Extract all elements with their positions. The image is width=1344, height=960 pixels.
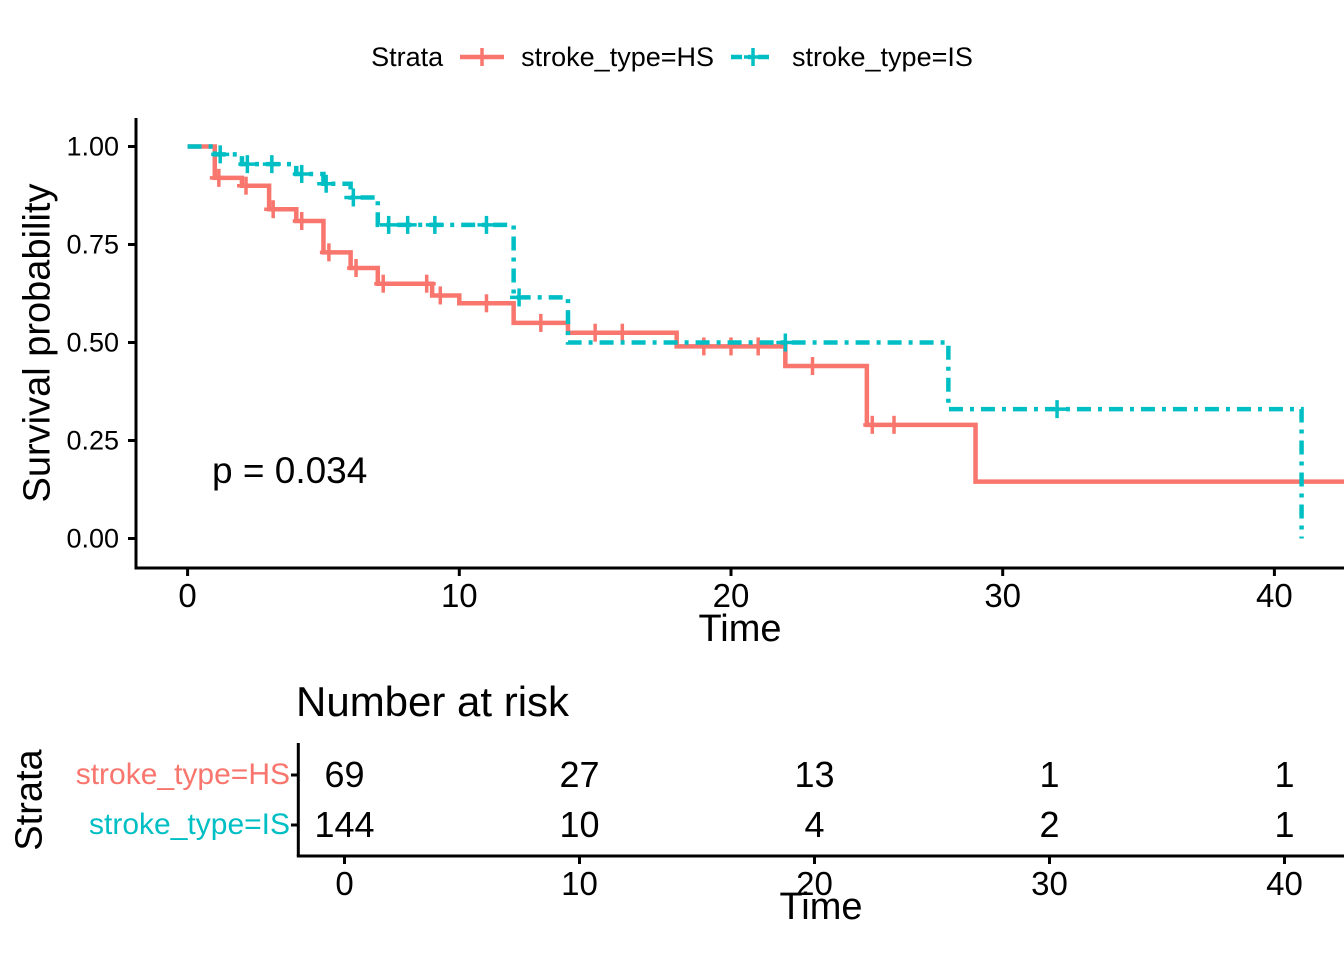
- svg-text:0.50: 0.50: [66, 328, 119, 358]
- svg-text:10: 10: [561, 865, 598, 902]
- svg-text:0.75: 0.75: [66, 230, 119, 260]
- svg-text:10: 10: [441, 577, 478, 614]
- svg-text:40: 40: [1256, 577, 1293, 614]
- legend-key-hs-icon: [460, 48, 505, 66]
- svg-text:69: 69: [324, 754, 364, 795]
- svg-text:0.00: 0.00: [66, 524, 119, 554]
- svg-text:0: 0: [178, 577, 196, 614]
- svg-text:1: 1: [1274, 804, 1294, 845]
- x-axis-title: Time: [698, 608, 782, 650]
- legend: Strata stroke_type=HS stroke_type=IS: [0, 40, 1344, 74]
- y-axis-title: Survival probability: [16, 183, 59, 503]
- svg-text:1: 1: [1039, 754, 1059, 795]
- svg-text:27: 27: [559, 754, 599, 795]
- legend-key-is-icon: [731, 48, 776, 66]
- risk-table-title: Number at risk: [296, 678, 570, 725]
- legend-label-is: stroke_type=IS: [792, 41, 973, 72]
- svg-text:0.25: 0.25: [66, 426, 119, 456]
- svg-text:13: 13: [794, 754, 834, 795]
- legend-label-hs: stroke_type=HS: [521, 41, 715, 72]
- risk-row-label-hs: stroke_type=HS: [75, 758, 290, 791]
- legend-title: Strata: [371, 41, 444, 72]
- svg-text:4: 4: [804, 804, 824, 845]
- svg-text:30: 30: [1031, 865, 1068, 902]
- svg-text:0: 0: [335, 865, 353, 902]
- risk-row-label-is: stroke_type=IS: [89, 808, 290, 841]
- svg-text:40: 40: [1266, 865, 1303, 902]
- svg-text:144: 144: [314, 804, 374, 845]
- svg-text:2: 2: [1039, 804, 1059, 845]
- svg-text:1: 1: [1274, 754, 1294, 795]
- risk-table-x-axis-title: Time: [779, 886, 863, 928]
- svg-text:10: 10: [559, 804, 599, 845]
- svg-text:1.00: 1.00: [66, 132, 119, 162]
- svg-text:30: 30: [984, 577, 1021, 614]
- svg-text:20: 20: [713, 577, 750, 614]
- svg-text:20: 20: [796, 865, 833, 902]
- pvalue-annotation: p = 0.034: [212, 450, 368, 491]
